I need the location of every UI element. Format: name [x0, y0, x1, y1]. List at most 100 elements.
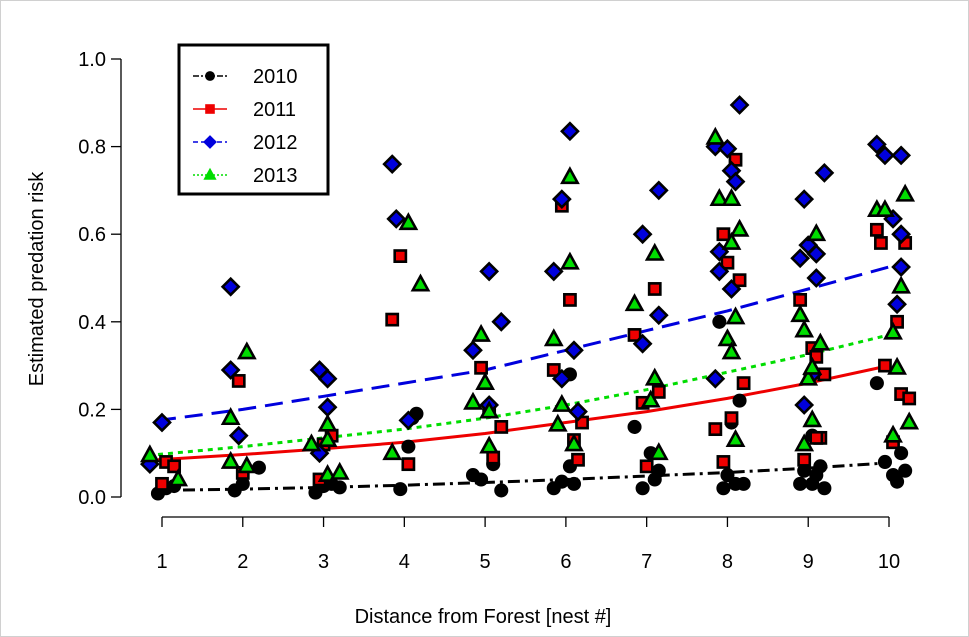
point-2010 [651, 463, 666, 478]
legend: 2010 2011 2012 2013 [177, 43, 330, 196]
point-2011 [902, 391, 917, 406]
point-2012 [491, 311, 512, 332]
x-tick-label: 8 [722, 551, 733, 573]
point-2010 [635, 481, 650, 496]
point-2010 [805, 476, 820, 491]
point-2011 [809, 349, 824, 364]
point-2012 [891, 145, 912, 166]
x-tick-label: 3 [318, 551, 329, 573]
x-tick-label: 10 [878, 551, 900, 573]
point-2013 [709, 188, 730, 207]
point-2013 [317, 413, 338, 432]
point-2010 [813, 459, 828, 474]
point-2013 [644, 367, 665, 386]
point-2013 [410, 273, 431, 292]
point-2012 [648, 305, 669, 326]
point-2012 [794, 189, 815, 210]
trend-lines [157, 265, 890, 492]
legend-marker-2013 [203, 167, 217, 180]
y-axis-label: Estimated predation risk [26, 171, 48, 387]
point-2012 [705, 368, 726, 389]
point-2011 [627, 328, 642, 342]
point-2010 [890, 474, 905, 489]
point-2013 [725, 428, 746, 447]
point-2013 [895, 183, 916, 202]
axis-ticks: 0.0 0.2 0.4 0.6 0.8 1.0 1 2 3 4 5 6 7 8 9 10 [78, 49, 900, 573]
point-2012 [317, 368, 338, 389]
point-2012 [560, 121, 580, 142]
point-2011 [639, 459, 654, 474]
point-2010 [869, 376, 884, 391]
point-2012 [794, 395, 815, 415]
point-2012 [875, 145, 895, 166]
point-2013 [640, 389, 661, 408]
point-2013 [560, 251, 580, 270]
point-2011 [231, 374, 246, 388]
point-2010 [494, 483, 509, 498]
point-2010 [898, 463, 913, 478]
trend-line-2010 [157, 461, 890, 492]
data-points [139, 95, 920, 501]
point-2010 [627, 419, 642, 434]
point-2011 [716, 455, 731, 469]
point-2011 [486, 450, 501, 465]
point-2013 [802, 356, 823, 375]
point-2013 [802, 409, 823, 428]
point-2013 [398, 212, 419, 231]
point-2012 [632, 224, 653, 245]
y-tick-label: 0.6 [78, 224, 106, 246]
point-2011 [708, 422, 723, 437]
point-2010 [716, 481, 731, 496]
point-2012 [891, 257, 912, 277]
point-2012 [721, 279, 742, 299]
x-axis-label: Distance from Forest [nest #] [355, 606, 612, 628]
legend-label-2012: 2012 [253, 132, 298, 154]
point-2011 [546, 363, 561, 377]
y-tick-label: 0.2 [78, 399, 106, 421]
point-2013 [721, 341, 742, 360]
point-2011 [809, 430, 824, 445]
point-2011 [874, 236, 888, 250]
point-2011 [869, 222, 884, 237]
point-2013 [317, 428, 338, 447]
point-2012 [564, 340, 584, 361]
point-2013 [648, 442, 669, 461]
point-2013 [236, 341, 257, 360]
point-2010 [894, 446, 909, 461]
point-2013 [543, 328, 564, 347]
point-2012 [632, 333, 653, 354]
point-2011 [716, 227, 731, 242]
point-2012 [568, 401, 588, 422]
point-2012 [717, 138, 738, 159]
point-2010 [732, 393, 747, 408]
point-2010 [720, 468, 735, 483]
point-2012 [814, 162, 835, 183]
point-2012 [725, 171, 746, 192]
point-2010 [235, 476, 250, 491]
point-2010 [712, 314, 727, 329]
point-2010 [474, 472, 489, 487]
point-2011 [647, 282, 662, 296]
x-tick-label: 5 [480, 551, 491, 573]
point-2011 [393, 249, 408, 263]
point-2012 [806, 244, 827, 264]
point-2013 [301, 433, 322, 452]
point-2013 [644, 242, 665, 261]
point-2013 [220, 450, 241, 469]
point-2013 [551, 393, 572, 412]
point-2011 [155, 476, 169, 491]
point-2010 [566, 476, 582, 491]
point-2012 [709, 261, 730, 282]
point-2012 [479, 261, 500, 282]
point-2010 [817, 481, 832, 496]
point-2013 [168, 468, 189, 487]
trend-line-2011 [157, 364, 890, 462]
point-2013 [883, 424, 903, 443]
x-tick-label: 9 [803, 551, 814, 573]
point-2010 [554, 474, 569, 489]
point-2013 [382, 442, 403, 461]
point-2012 [317, 397, 338, 418]
point-2013 [891, 275, 912, 294]
point-2013 [236, 455, 257, 474]
